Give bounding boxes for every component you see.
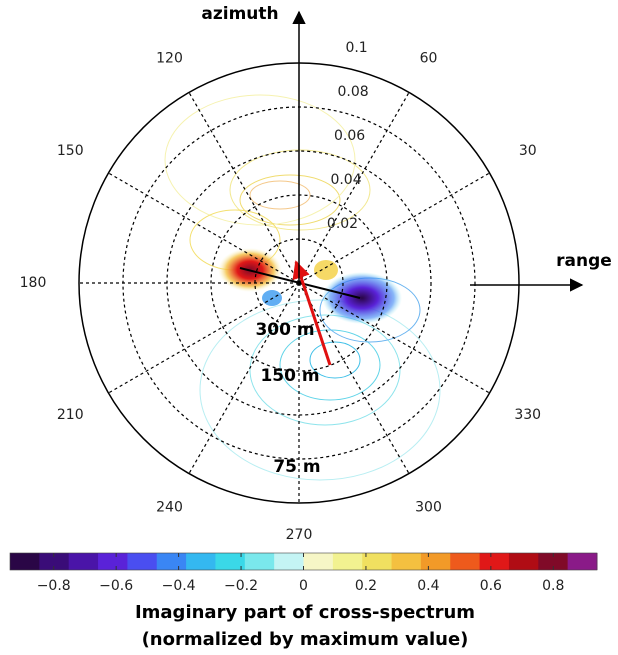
colorbar-tick-label: 0.2 <box>355 578 377 594</box>
colorbar-segment <box>68 553 99 570</box>
wavelength-label: 150 m <box>260 366 319 386</box>
colorbar-segment <box>39 553 70 570</box>
theta-tick-label: 60 <box>420 51 438 67</box>
theta-tick-label: 180 <box>20 275 47 291</box>
colorbar-title: Imaginary part of cross-spectrum <box>135 602 475 623</box>
colorbar-segment <box>332 553 363 570</box>
range-label: range <box>556 251 612 271</box>
theta-grid-line <box>298 172 490 284</box>
theta-grid-line <box>298 282 490 394</box>
colorbar-tick-label: −0.6 <box>99 578 133 594</box>
theta-grid-line <box>298 92 410 284</box>
colorbar-segment <box>450 553 481 570</box>
theta-tick-label: 30 <box>519 143 537 159</box>
r-tick-label: 0.1 <box>345 40 367 56</box>
red-arrow <box>292 260 332 366</box>
r-tick-label: 0.04 <box>330 172 361 188</box>
theta-tick-label: 150 <box>57 143 84 159</box>
colorbar-tick-label: −0.2 <box>224 578 258 594</box>
r-tick-label: 0.06 <box>334 128 365 144</box>
colorbar-segment <box>186 553 216 570</box>
wavelength-label: 75 m <box>273 457 320 477</box>
colorbar-tick-label: 0.8 <box>542 578 564 594</box>
colorbar-segment <box>127 553 158 570</box>
azimuth-label: azimuth <box>201 4 278 24</box>
theta-grid-line <box>298 282 410 474</box>
theta-tick-label: 270 <box>286 527 313 543</box>
theta-grid-line <box>188 282 300 474</box>
wavelength-label: 300 m <box>255 320 314 340</box>
colorbar-segment <box>98 553 128 570</box>
theta-tick-label: 120 <box>156 51 183 67</box>
colorbar-title: (normalized by maximum value) <box>142 629 469 650</box>
colorbar-tick-label: 0.6 <box>480 578 502 594</box>
r-tick-label: 0.08 <box>337 84 368 100</box>
theta-tick-label: 210 <box>57 407 84 423</box>
colorbar-segment <box>567 553 598 570</box>
colorbar-tick-label: 0 <box>299 578 308 594</box>
r-tick-label: 0.02 <box>327 216 358 232</box>
colorbar-segment <box>508 553 539 570</box>
colorbar-segment <box>244 553 275 570</box>
colorbar-tick-label: −0.8 <box>37 578 71 594</box>
theta-grid-line <box>108 172 300 284</box>
theta-grid-line <box>108 282 300 394</box>
colorbar-segment <box>538 553 569 570</box>
colorbar-segment <box>391 553 422 570</box>
colorbar-tick-label: −0.4 <box>162 578 196 594</box>
colorbar-segment <box>420 553 451 570</box>
colorbar-segment <box>274 553 304 570</box>
colorbar-segment <box>362 553 393 570</box>
theta-tick-label: 330 <box>514 407 541 423</box>
contour-field <box>164 94 441 481</box>
colorbar-tick-label: 0.4 <box>417 578 439 594</box>
theta-tick-label: 300 <box>415 499 442 515</box>
theta-tick-label: 240 <box>156 499 183 515</box>
theta-grid-line <box>188 92 300 284</box>
colorbar-segment <box>156 553 187 570</box>
colorbar-segment <box>10 553 40 570</box>
direction-line <box>239 267 361 299</box>
colorbar-segment <box>303 553 334 570</box>
colorbar-segment <box>479 553 510 570</box>
colorbar-segment <box>215 553 246 570</box>
